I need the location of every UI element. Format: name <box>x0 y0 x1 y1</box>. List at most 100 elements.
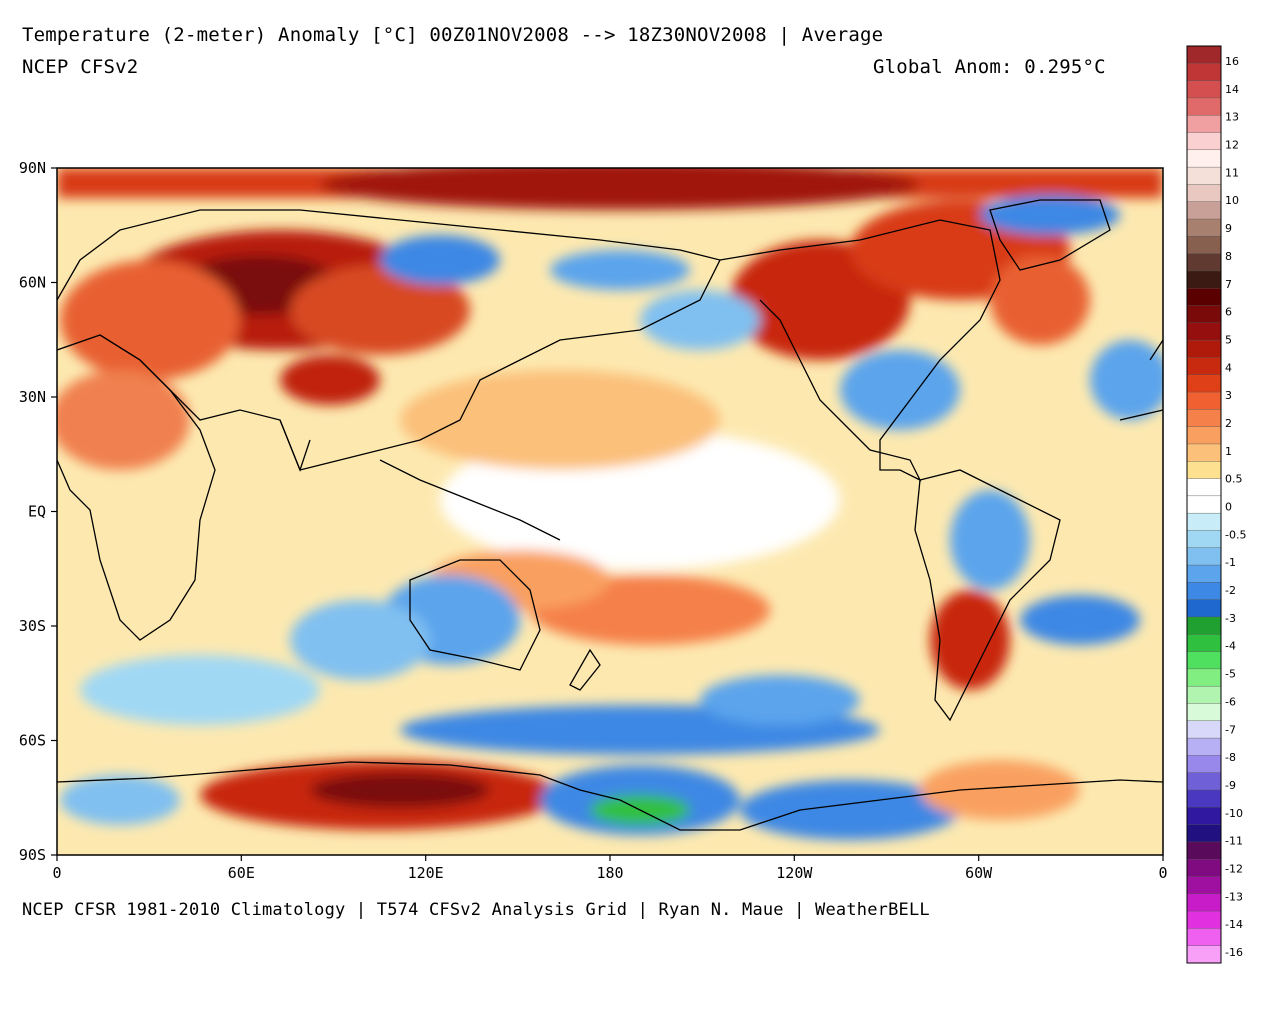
lat-tick-label: 60S <box>19 732 46 750</box>
colorbar-swatch <box>1186 253 1222 272</box>
latitude-labels: 90N 60N 30N EQ 30S 60S 90S <box>19 159 46 864</box>
map-title: Temperature (2-meter) Anomaly [°C] 00Z01… <box>22 24 884 46</box>
colorbar-swatch <box>1186 616 1222 635</box>
colorbar-swatch <box>1186 426 1222 445</box>
colorbar-swatch <box>1186 495 1222 514</box>
colorbar-swatch <box>1186 651 1222 670</box>
colorbar-label: -9 <box>1225 779 1236 792</box>
colorbar-label: -13 <box>1225 890 1243 903</box>
coastlines <box>57 199 1163 831</box>
colorbar-swatch <box>1186 685 1222 704</box>
lon-tick-label: 0 <box>1158 864 1167 882</box>
colorbar-label: -10 <box>1225 807 1243 820</box>
lon-tick-label: 60E <box>228 864 255 882</box>
colorbar-swatch <box>1186 357 1222 376</box>
colorbar-label: 1 <box>1225 445 1232 458</box>
colorbar-label: -0.5 <box>1225 528 1246 541</box>
colorbar-swatch <box>1186 530 1222 549</box>
colorbar-label: 8 <box>1225 250 1232 263</box>
colorbar-label: 11 <box>1225 166 1239 179</box>
colorbar-label: 14 <box>1225 83 1239 96</box>
colorbar-swatch <box>1186 236 1222 255</box>
colorbar-swatch <box>1186 149 1222 168</box>
colorbar-swatch <box>1186 720 1222 739</box>
colorbar-label: -11 <box>1225 835 1243 848</box>
colorbar-swatch <box>1186 807 1222 826</box>
colorbar-swatch <box>1186 599 1222 618</box>
colorbar-swatch <box>1186 841 1222 860</box>
colorbar-label: -14 <box>1225 918 1243 931</box>
model-label: NCEP CFSv2 <box>22 56 139 78</box>
lat-tick-label: 90N <box>19 159 46 177</box>
colorbar-label: 12 <box>1225 139 1239 152</box>
colorbar-swatch <box>1186 201 1222 220</box>
colorbar-label: -6 <box>1225 695 1236 708</box>
colorbar-swatch <box>1186 443 1222 462</box>
colorbar-swatch <box>1186 80 1222 99</box>
colorbar-label: 6 <box>1225 306 1232 319</box>
colorbar-swatch <box>1186 391 1222 410</box>
colorbar-label: 2 <box>1225 417 1232 430</box>
lon-tick-label: 180 <box>596 864 623 882</box>
anomaly-field <box>57 168 1163 855</box>
colorbar-swatch <box>1186 893 1222 912</box>
colorbar-swatch <box>1186 45 1222 64</box>
colorbar-label: -12 <box>1225 862 1243 875</box>
colorbar-swatch <box>1186 582 1222 601</box>
colorbar-label: -1 <box>1225 556 1236 569</box>
colorbar-swatch <box>1186 703 1222 722</box>
colorbar-swatch <box>1186 132 1222 151</box>
colorbar-swatch <box>1186 547 1222 566</box>
lon-tick-label: 120E <box>408 864 444 882</box>
colorbar-swatch <box>1186 512 1222 531</box>
colorbar-swatch <box>1186 668 1222 687</box>
colorbar-label: 0 <box>1225 501 1232 514</box>
lat-tick-label: 30N <box>19 388 46 406</box>
colorbar-swatch <box>1186 97 1222 116</box>
colorbar-swatch <box>1186 928 1222 947</box>
footer-credits: NCEP CFSR 1981-2010 Climatology | T574 C… <box>22 900 930 920</box>
colorbar-swatch <box>1186 564 1222 583</box>
colorbar-swatch <box>1186 184 1222 203</box>
lat-tick-label: 90S <box>19 846 46 864</box>
colorbar-swatch <box>1186 322 1222 341</box>
colorbar-label: -3 <box>1225 612 1236 625</box>
colorbar-swatch <box>1186 824 1222 843</box>
colorbar-label: -8 <box>1225 751 1236 764</box>
colorbar: 16 14 13 12 11 10 9 8 7 6 5 4 3 2 1 0.5 0 -0.5 -1 -2 -3 -4 -5 -… <box>1186 45 1246 964</box>
colorbar-swatch <box>1186 478 1222 497</box>
colorbar-swatch <box>1186 270 1222 289</box>
colorbar-swatch <box>1186 409 1222 428</box>
colorbar-swatch <box>1186 755 1222 774</box>
colorbar-swatch <box>1186 737 1222 756</box>
colorbar-label: -4 <box>1225 640 1236 653</box>
global-anomaly-value: Global Anom: 0.295°C <box>873 56 1106 78</box>
colorbar-swatch <box>1186 858 1222 877</box>
colorbar-swatch <box>1186 634 1222 653</box>
colorbar-swatch <box>1186 166 1222 185</box>
colorbar-swatch <box>1186 789 1222 808</box>
colorbar-swatch <box>1186 772 1222 791</box>
lon-tick-label: 120W <box>776 864 813 882</box>
colorbar-label: 4 <box>1225 361 1232 374</box>
colorbar-label: 10 <box>1225 194 1239 207</box>
colorbar-label: 0.5 <box>1225 473 1243 486</box>
colorbar-label: 16 <box>1225 55 1239 68</box>
colorbar-label: -7 <box>1225 723 1236 736</box>
colorbar-label: -2 <box>1225 584 1236 597</box>
axis-ticks <box>51 167 1164 861</box>
lat-tick-label: EQ <box>28 503 46 521</box>
colorbar-swatch <box>1186 218 1222 237</box>
colorbar-swatch <box>1186 63 1222 82</box>
colorbar-label: 7 <box>1225 278 1232 291</box>
colorbar-swatch <box>1186 374 1222 393</box>
colorbar-swatch <box>1186 305 1222 324</box>
colorbar-label: 3 <box>1225 389 1232 402</box>
colorbar-swatch <box>1186 339 1222 358</box>
colorbar-label: 13 <box>1225 111 1239 124</box>
colorbar-swatch <box>1186 910 1222 929</box>
colorbar-label: -16 <box>1225 946 1243 959</box>
colorbar-swatch <box>1186 876 1222 895</box>
longitude-labels: 0 60E 120E 180 120W 60W 0 <box>52 864 1167 882</box>
